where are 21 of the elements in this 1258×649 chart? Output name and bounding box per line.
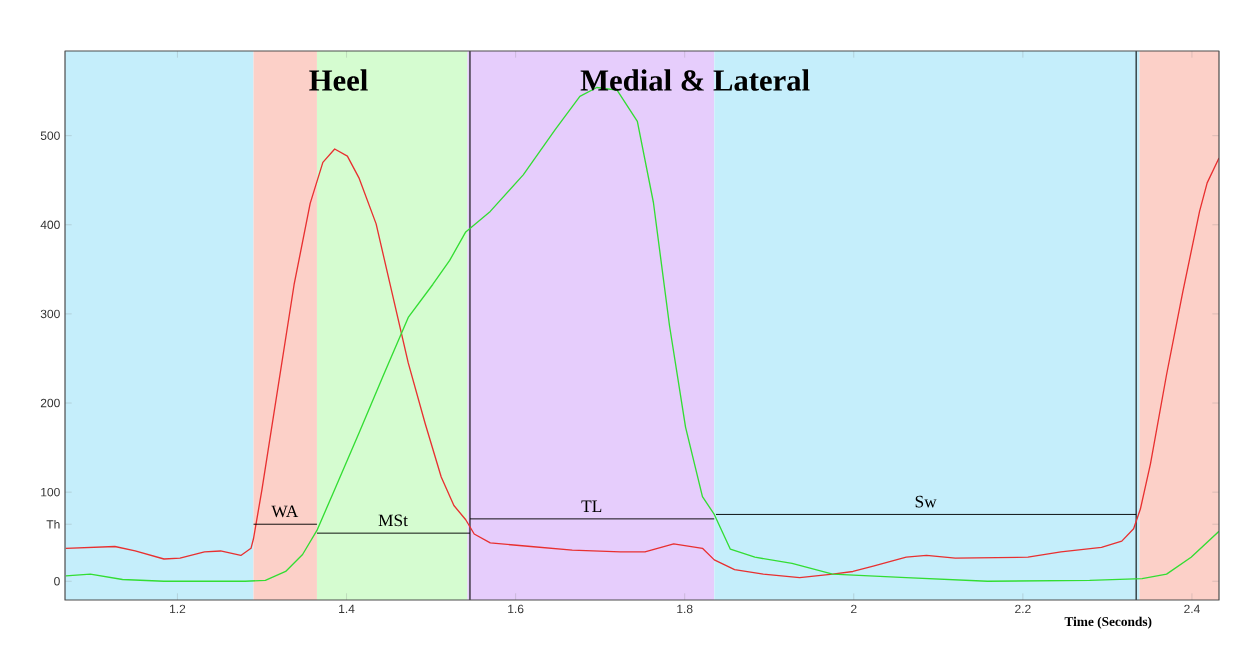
y-tick-label: 100 [41, 487, 60, 497]
x-tick-label: 1.6 [508, 604, 524, 614]
annotation: Heel [309, 69, 368, 91]
y-tick-label: Th [46, 519, 60, 529]
x-tick-label: 2.4 [1184, 604, 1200, 614]
x-tick-label: 2.2 [1015, 604, 1031, 614]
annotation: TL [581, 500, 602, 512]
x-tick-label: 1.4 [339, 604, 355, 613]
y-tick-label: 500 [40, 131, 60, 140]
annotation: MSt [378, 514, 408, 527]
annotation: Medial & Lateral [580, 69, 810, 91]
annotation: Sw [915, 495, 937, 508]
x-tick-label: 2 [851, 604, 857, 614]
y-tick-label: 0 [54, 577, 60, 586]
annotation: WA [271, 505, 299, 518]
y-tick-label: 400 [40, 220, 60, 230]
x-tick-label: 1.2 [170, 604, 186, 614]
x-axis-title: Time (Seconds) [1064, 616, 1152, 629]
x-tick-label: 1.8 [677, 604, 693, 614]
y-tick-label: 300 [40, 309, 60, 319]
y-tick-label: 200 [40, 398, 60, 408]
